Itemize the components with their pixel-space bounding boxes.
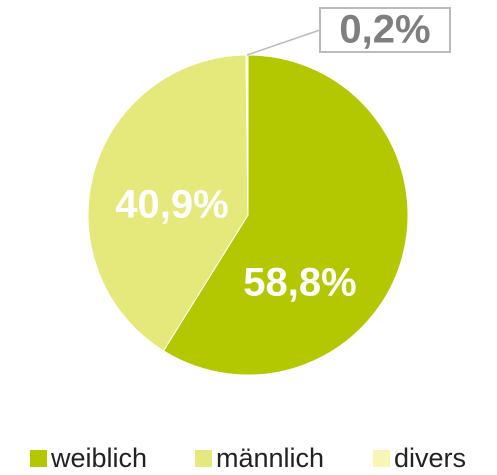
legend-swatch: [373, 450, 390, 467]
leader-line: [246, 29, 321, 56]
data-label: 40,9%: [115, 183, 228, 227]
pie-slice: [162, 54, 409, 376]
legend-label: männlich: [216, 443, 324, 473]
legend-swatch: [195, 450, 212, 467]
data-label: 58,8%: [243, 261, 356, 305]
label-box: [319, 7, 451, 53]
legend-label: weiblich: [50, 443, 147, 473]
pie-slice: [87, 54, 249, 352]
legend-label: divers: [394, 443, 466, 473]
legend-swatch: [30, 450, 47, 467]
data-label: 0,2%: [339, 8, 430, 52]
